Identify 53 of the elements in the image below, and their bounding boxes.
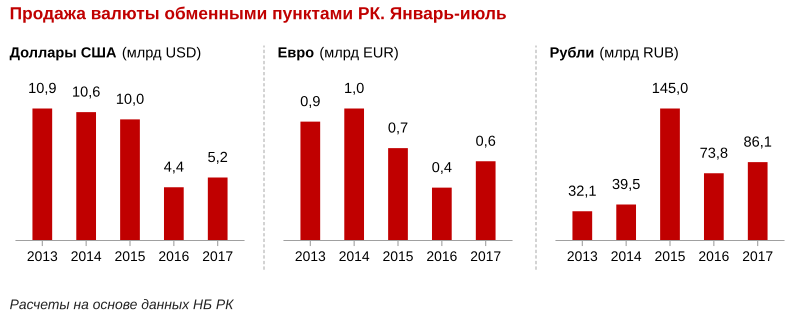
data-label: 5,2 (208, 152, 228, 164)
chart-subtitle: (млрд EUR) (320, 46, 398, 60)
data-label: 39,5 (612, 178, 640, 191)
bar (344, 108, 364, 240)
bar (572, 211, 592, 240)
x-tick-label: 2016 (699, 251, 729, 262)
x-tick-label: 2017 (202, 251, 232, 262)
data-label: 0,7 (388, 122, 408, 134)
data-label: 32,1 (568, 186, 596, 198)
x-tick-label: 2016 (427, 251, 457, 262)
data-label: 10,0 (116, 94, 144, 106)
bar (32, 108, 52, 240)
x-tick-label: 2014 (611, 251, 642, 262)
x-tick-label: 2016 (159, 251, 189, 262)
data-label: 10,6 (73, 86, 100, 98)
bar (208, 178, 228, 240)
bar (432, 188, 452, 240)
text: Расчеты на основе данных НБ РК (10, 299, 234, 310)
data-label: 73,8 (700, 148, 728, 160)
bar (120, 119, 140, 240)
data-label: 0,6 (476, 136, 496, 148)
x-tick-label: 2015 (655, 251, 685, 262)
data-label: 145,0 (652, 82, 688, 95)
bar (388, 148, 408, 240)
bar (748, 162, 768, 240)
bar (616, 204, 636, 240)
chart-title: Евро (278, 47, 314, 60)
x-tick-label: 2017 (742, 251, 772, 262)
data-label: 86,1 (744, 136, 772, 148)
bar (660, 108, 680, 240)
x-tick-label: 2013 (568, 251, 598, 262)
bar (76, 112, 96, 240)
data-label: 1,0 (345, 82, 364, 95)
x-tick-label: 2015 (383, 251, 413, 262)
chart-title: Доллары США (10, 47, 116, 60)
bar (704, 173, 724, 240)
bar (476, 161, 496, 240)
data-label: 4,4 (164, 162, 184, 174)
x-tick-label: 2015 (115, 251, 145, 262)
chart-title: Рубли (550, 46, 594, 60)
chart-subtitle: (млрд RUB) (600, 46, 678, 60)
data-label: 0,9 (300, 96, 320, 108)
chart-subtitle: (млрд USD) (122, 46, 200, 60)
data-label: 0,4 (432, 162, 452, 174)
x-tick-label: 2013 (28, 251, 58, 262)
bar (164, 187, 184, 240)
bar (300, 122, 320, 240)
data-label: 10,9 (29, 82, 56, 95)
x-tick-label: 2014 (71, 251, 102, 262)
x-tick-label: 2017 (470, 251, 500, 262)
text: Продажа валюты обменными пунктами РК. Январь-июль (10, 6, 506, 23)
x-tick-label: 2013 (296, 251, 326, 262)
x-tick-label: 2014 (339, 251, 370, 262)
